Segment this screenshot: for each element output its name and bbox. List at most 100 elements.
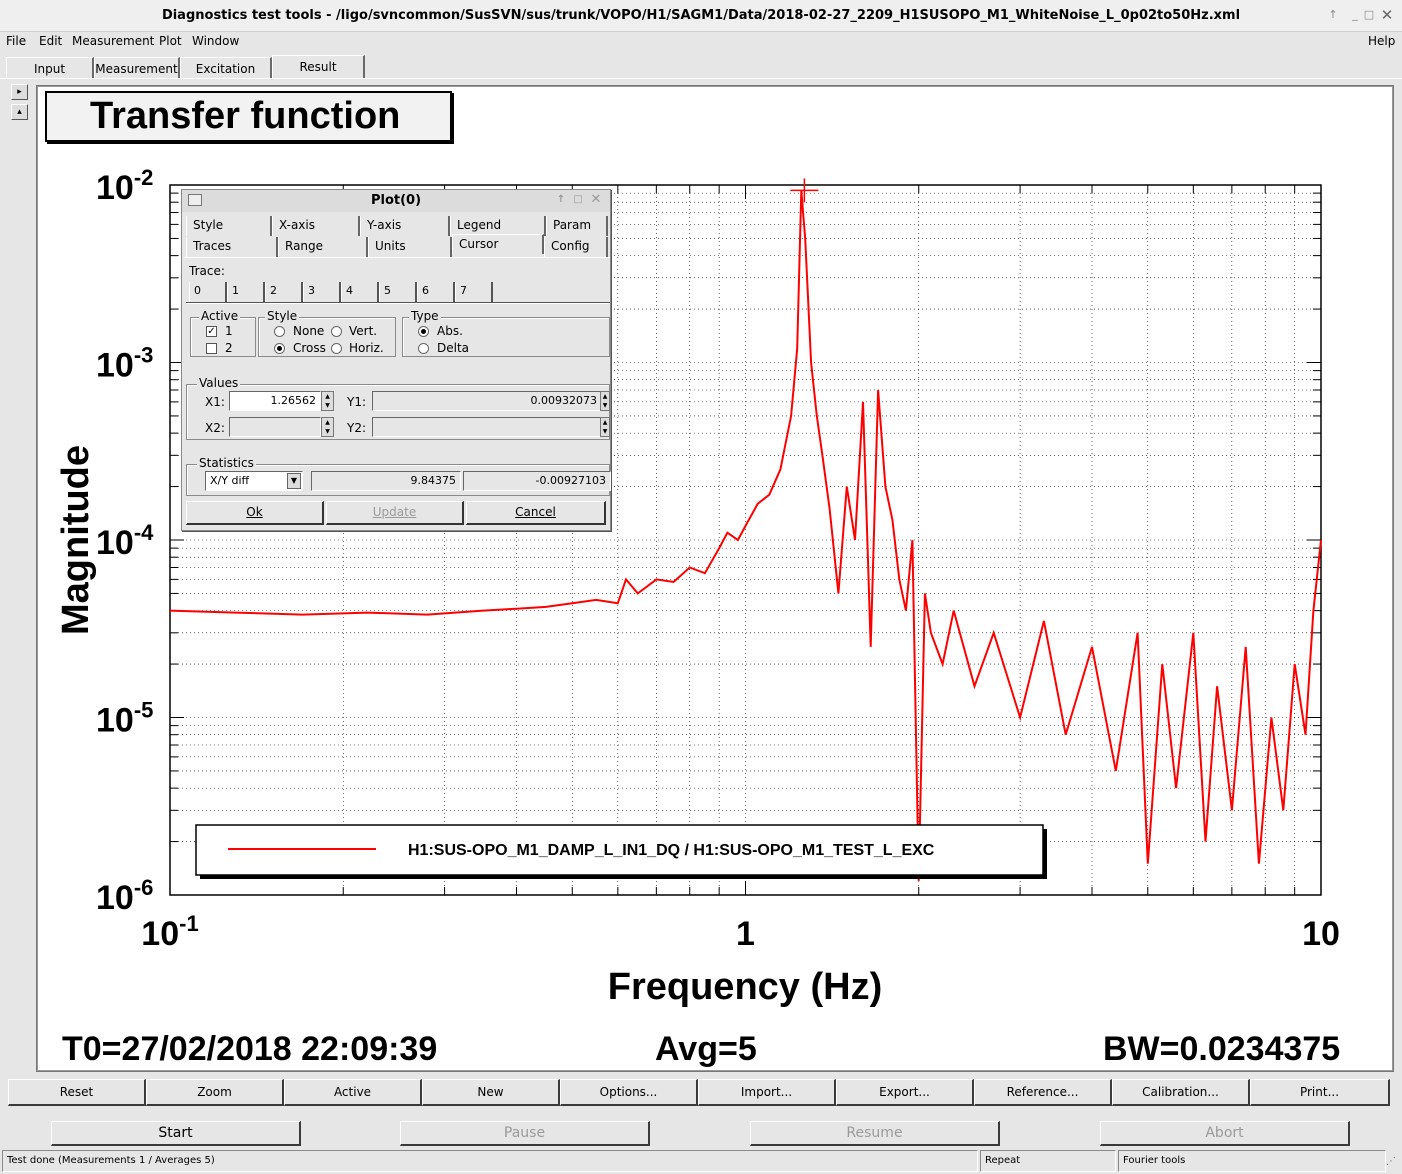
menu-measurement[interactable]: Measurement [72,34,155,48]
dialog-maximize-icon[interactable]: □ [573,194,583,205]
print-button[interactable]: Print... [1250,1079,1390,1106]
y2-spinner[interactable]: ▲ ▼ [600,417,610,437]
cursor-style-group: Style None Vert. Cross Horiz. [258,309,396,357]
maximize-icon[interactable]: □ [1363,8,1375,21]
trace-tab-3[interactable]: 3 [303,282,341,302]
statistics-value-1: 9.84375 [311,471,461,491]
statistics-group: Statistics X/Y diff ▼ 9.84375 -0.0092710… [186,456,611,496]
resume-button[interactable]: Resume [750,1121,1000,1146]
status-fourier: Fourier tools [1118,1150,1386,1172]
calibration-button[interactable]: Calibration... [1112,1079,1250,1106]
dlg-tab-y-axis[interactable]: Y-axis [360,216,450,236]
close-icon[interactable]: ✕ [1380,6,1394,24]
resize-grip-icon[interactable]: ⋰ [1386,1156,1396,1167]
dlg-tab-range[interactable]: Range [278,237,368,257]
trace-tab-6[interactable]: 6 [417,282,455,302]
menu-plot[interactable]: Plot [159,34,182,48]
minimize-icon[interactable]: _ [1352,8,1358,21]
tab-excitation[interactable]: Excitation [180,57,272,79]
trace-tab-2[interactable]: 2 [265,282,303,302]
trace-tab-4[interactable]: 4 [341,282,379,302]
trace-tab-5[interactable]: 5 [379,282,417,302]
export-button[interactable]: Export... [836,1079,974,1106]
style-vert-label: Vert. [349,324,378,338]
active-group: Active ✓ 1 2 [190,309,256,357]
tab-measurement[interactable]: Measurement [94,57,180,79]
tab-divider [0,78,1402,79]
x2-label: X2: [205,421,225,435]
plot-ticks [169,185,1321,896]
dialog-cancel-button[interactable]: Cancel [466,501,606,525]
y2-label: Y2: [347,421,367,435]
tab-input[interactable]: Input [6,57,94,79]
dialog-pin-icon[interactable]: ↑ [556,194,566,205]
x2-input[interactable] [229,417,321,437]
options-button[interactable]: Options... [560,1079,698,1106]
status-bar: Test done (Measurements 1 / Averages 5) … [0,1150,1402,1172]
abort-button[interactable]: Abort [1100,1121,1350,1146]
reference-button[interactable]: Reference... [974,1079,1112,1106]
statistics-select[interactable]: X/Y diff ▼ [205,471,303,491]
statistics-group-title: Statistics [197,456,256,470]
pause-button[interactable]: Pause [400,1121,650,1146]
x-tick-label: 10 [1302,915,1340,953]
trace-tab-1[interactable]: 1 [227,282,265,302]
active-2-checkbox[interactable] [206,343,217,354]
dlg-tab-x-axis[interactable]: X-axis [272,216,360,236]
y2-field[interactable] [372,417,602,437]
x1-input[interactable]: 1.26562 [229,391,321,411]
collapse-arrow-icon[interactable]: ▴ [11,104,28,120]
menu-window[interactable]: Window [192,34,240,48]
dialog-update-button[interactable]: Update [326,501,464,525]
active-button[interactable]: Active [284,1079,422,1106]
window-title: Diagnostics test tools - /ligo/svncommon… [161,8,1241,23]
pin-icon[interactable]: ↑ [1328,8,1338,21]
trace-tab-0[interactable]: 0 [189,282,227,302]
style-vert-radio[interactable] [331,326,342,337]
import-button[interactable]: Import... [698,1079,836,1106]
plot-button-row: Reset Zoom Active New Options... Import.… [8,1079,1390,1106]
menu-edit[interactable]: Edit [39,34,63,48]
type-abs-label: Abs. [437,324,463,338]
x1-spinner[interactable]: ▲ ▼ [321,391,334,411]
menu-help[interactable]: Help [1368,34,1396,48]
dlg-tab-legend[interactable]: Legend [450,216,546,236]
bw-label: BW=0.0234375 [1103,1030,1341,1068]
dialog-menu-icon[interactable] [188,194,202,206]
y1-label: Y1: [347,395,367,409]
dlg-tab-cursor[interactable]: Cursor [452,234,544,254]
avg-label: Avg=5 [655,1030,757,1068]
y1-field[interactable]: 0.00932073 [372,391,602,411]
dropdown-arrow-icon[interactable]: ▼ [287,473,301,489]
style-none-radio[interactable] [274,326,285,337]
dlg-tab-style[interactable]: Style [186,216,272,236]
dlg-tab-param[interactable]: Param [546,216,608,236]
active-1-checkbox[interactable]: ✓ [206,326,217,337]
x2-spinner[interactable]: ▲ ▼ [321,417,334,437]
dialog-titlebar: Plot(0) ↑ □ ✕ [182,190,610,212]
menu-bar: File Edit Measurement Plot Window Help [0,32,1402,52]
new-button[interactable]: New [422,1079,560,1106]
expand-arrow-icon[interactable]: ▸ [11,84,28,100]
y1-spinner[interactable]: ▲ ▼ [600,391,610,411]
type-delta-radio[interactable] [418,343,429,354]
style-horiz-radio[interactable] [331,343,342,354]
tab-result[interactable]: Result [272,55,365,79]
start-button[interactable]: Start [51,1121,301,1146]
dialog-ok-button[interactable]: Ok [186,501,324,525]
active-2-label: 2 [225,341,233,355]
main-tabs: Input Measurement Excitation Result [0,55,1402,79]
dlg-tab-traces[interactable]: Traces [186,237,278,257]
dialog-close-icon[interactable]: ✕ [590,192,602,207]
legend-label: H1:SUS-OPO_M1_DAMP_L_IN1_DQ / H1:SUS-OPO… [408,842,935,859]
style-cross-radio[interactable] [274,343,285,354]
y-tick-label: 10-2 [96,165,153,207]
zoom-button[interactable]: Zoom [146,1079,284,1106]
menu-file[interactable]: File [6,34,27,48]
dlg-tab-config[interactable]: Config [544,237,608,257]
dlg-tab-units[interactable]: Units [368,237,452,257]
trace-tab-7[interactable]: 7 [455,282,493,302]
reset-button[interactable]: Reset [8,1079,146,1106]
type-abs-radio[interactable] [418,326,429,337]
